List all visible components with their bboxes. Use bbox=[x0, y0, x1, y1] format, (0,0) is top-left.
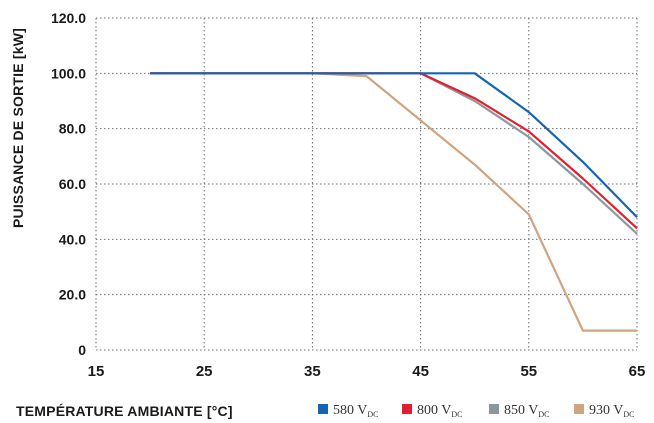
legend-label: 850 VDC bbox=[504, 403, 549, 419]
legend-label: 800 VDC bbox=[417, 403, 462, 419]
series-line-0 bbox=[150, 72, 638, 218]
x-axis-label: TEMPÉRATURE AMBIANTE [°C] bbox=[16, 403, 233, 419]
x-tick-label: 25 bbox=[196, 363, 213, 380]
legend: 580 VDC 800 VDC 850 VDC 930 VDC bbox=[318, 403, 634, 419]
y-axis-ticks: 0 20.0 40.0 60.0 80.0 100.0 120.0 bbox=[51, 10, 86, 358]
y-tick-label: 100.0 bbox=[51, 65, 86, 81]
legend-swatch bbox=[318, 404, 328, 414]
legend-label: 930 VDC bbox=[589, 403, 634, 419]
x-tick-label: 55 bbox=[520, 363, 537, 380]
legend-swatch bbox=[402, 404, 412, 414]
x-tick-label: 65 bbox=[629, 363, 646, 380]
x-tick-label: 35 bbox=[304, 363, 321, 380]
grid bbox=[95, 17, 638, 351]
x-tick-label: 15 bbox=[88, 363, 105, 380]
series-line-1 bbox=[150, 72, 638, 230]
y-tick-label: 40.0 bbox=[59, 231, 86, 247]
y-axis-label: PUISSANCE DE SORTIE [kW] bbox=[10, 28, 26, 228]
series-line-3 bbox=[150, 72, 637, 332]
legend-label: 580 VDC bbox=[333, 403, 378, 419]
legend-swatch bbox=[574, 404, 584, 414]
series-lines bbox=[150, 72, 638, 332]
legend-swatch bbox=[489, 404, 499, 414]
y-tick-label: 60.0 bbox=[59, 176, 86, 192]
y-tick-label: 20.0 bbox=[59, 287, 86, 303]
x-axis-ticks: 15 25 35 45 55 65 bbox=[88, 363, 646, 380]
y-tick-label: 0 bbox=[78, 342, 86, 358]
y-tick-label: 120.0 bbox=[51, 10, 86, 26]
x-tick-label: 45 bbox=[412, 363, 429, 380]
y-tick-label: 80.0 bbox=[59, 121, 86, 137]
